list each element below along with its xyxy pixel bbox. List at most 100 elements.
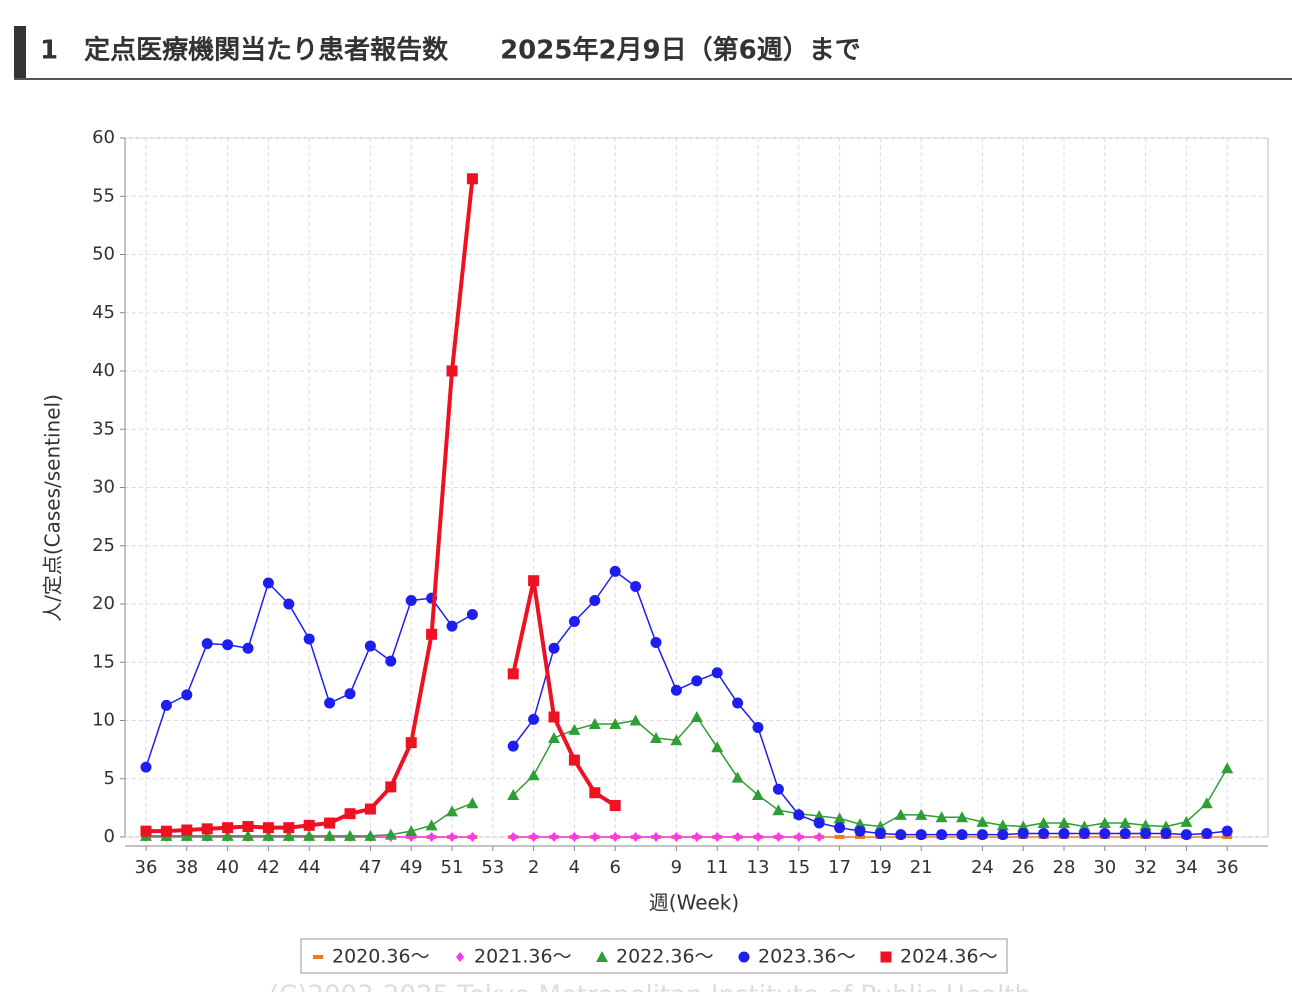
x-tick-label: 42: [257, 857, 280, 878]
y-tick-label: 15: [92, 651, 115, 672]
data-point: [794, 832, 803, 842]
x-axis-label: 週(Week): [649, 891, 739, 915]
data-point: [446, 805, 458, 817]
data-point: [711, 667, 723, 679]
data-point: [813, 810, 826, 822]
data-point: [1180, 829, 1192, 841]
data-point: [568, 615, 580, 627]
data-point: [713, 832, 722, 842]
data-point: [874, 820, 887, 832]
data-point: [589, 595, 601, 607]
data-point: [650, 636, 662, 648]
data-point: [262, 829, 275, 841]
y-tick-label: 30: [92, 477, 115, 498]
data-point: [589, 787, 601, 799]
data-point: [956, 829, 968, 841]
y-tick-label: 10: [92, 710, 115, 731]
data-point: [1222, 835, 1233, 839]
data-point: [834, 822, 846, 834]
data-point: [201, 823, 213, 835]
data-point: [774, 832, 783, 842]
data-point: [1119, 817, 1132, 829]
data-point: [384, 828, 397, 840]
data-point: [507, 740, 519, 752]
heading: 1 定点医療機関当たり患者報告数 2025年2月9日（第6週）まで: [40, 35, 861, 66]
data-point: [201, 638, 213, 650]
data-point: [160, 825, 172, 837]
x-tick-label: 36: [135, 857, 158, 878]
data-point: [855, 835, 865, 839]
data-point: [509, 832, 518, 842]
data-point: [528, 713, 540, 725]
data-point: [1017, 820, 1030, 832]
data-point: [364, 803, 376, 815]
y-tick-label: 0: [104, 826, 115, 847]
x-tick-label: 47: [359, 857, 382, 878]
data-point: [609, 565, 621, 577]
data-point: [588, 717, 601, 729]
data-point: [405, 825, 418, 837]
data-point: [1221, 762, 1234, 774]
data-point: [731, 771, 744, 783]
data-point: [1017, 828, 1029, 840]
y-tick-label: 5: [104, 768, 115, 789]
x-tick-label: 51: [441, 857, 464, 878]
x-tick-label: 32: [1134, 857, 1157, 878]
data-point: [1099, 828, 1111, 840]
data-point: [221, 829, 234, 841]
data-point: [242, 829, 254, 841]
data-point: [242, 642, 254, 654]
x-tick-label: 13: [747, 857, 770, 878]
data-point: [976, 829, 988, 841]
data-point: [548, 711, 560, 723]
y-tick-label: 35: [92, 418, 115, 439]
data-point: [324, 817, 336, 829]
x-tick-label: 26: [1012, 857, 1035, 878]
data-point: [550, 832, 558, 842]
legend-label: 2024.36～: [900, 946, 998, 968]
x-tick-label: 38: [175, 857, 198, 878]
data-point: [650, 731, 662, 743]
legend-marker: [596, 951, 608, 962]
data-point: [672, 832, 681, 842]
data-point: [201, 829, 214, 841]
data-point: [1058, 828, 1070, 840]
data-point: [468, 832, 477, 842]
data-point: [283, 822, 295, 834]
data-point: [1139, 819, 1152, 831]
x-tick-label: 2: [528, 857, 539, 878]
data-point: [262, 822, 274, 834]
x-tick-label: 49: [400, 857, 423, 878]
data-point: [915, 808, 928, 820]
data-point: [344, 688, 356, 700]
y-tick-label: 45: [92, 302, 115, 323]
data-point: [692, 832, 701, 842]
x-tick-label: 24: [971, 857, 994, 878]
data-point: [1058, 817, 1070, 829]
footer: (C)2003-2025 Tokyo Metropolitan Institut…: [269, 981, 1031, 993]
data-point: [691, 675, 703, 687]
x-tick-label: 40: [216, 857, 239, 878]
data-point: [282, 829, 295, 841]
data-point: [793, 809, 805, 821]
data-point: [752, 789, 764, 801]
data-point: [1201, 828, 1213, 840]
x-tick-label: 28: [1053, 857, 1076, 878]
data-point: [570, 832, 579, 842]
data-point: [874, 828, 886, 840]
data-point: [1200, 797, 1213, 809]
data-point: [242, 821, 254, 833]
data-point: [815, 832, 824, 842]
data-point: [507, 668, 519, 680]
data-point: [466, 797, 479, 809]
data-point: [996, 819, 1009, 831]
data-point: [854, 818, 866, 830]
data-point: [956, 811, 968, 823]
data-point: [427, 832, 436, 842]
x-tick-label: 34: [1175, 857, 1198, 878]
data-point: [609, 800, 621, 812]
legend-label: 2022.36～: [616, 946, 714, 968]
data-point: [344, 829, 356, 841]
data-point: [181, 824, 193, 836]
data-point: [631, 832, 640, 842]
